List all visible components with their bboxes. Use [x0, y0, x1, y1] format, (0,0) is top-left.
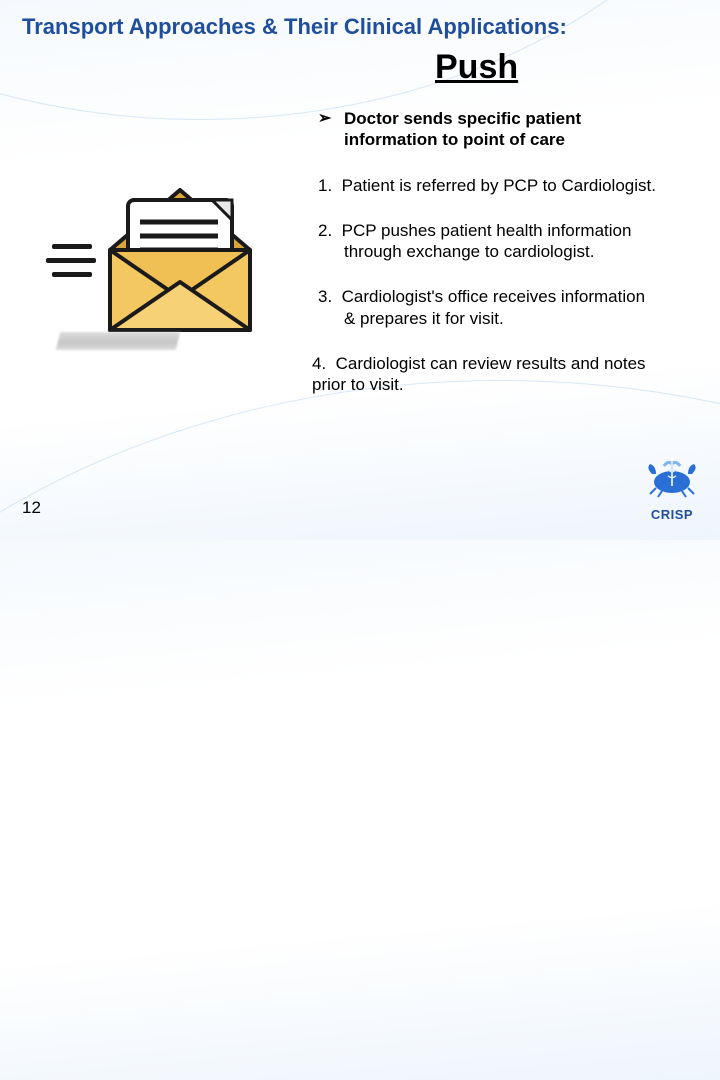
- lead-bullet: ➢ Doctor sends specific patient informat…: [318, 108, 660, 151]
- content-block: ➢ Doctor sends specific patient informat…: [318, 108, 660, 419]
- step-2: 2. PCP pushes patient health information…: [318, 220, 660, 263]
- shadow: [56, 332, 180, 350]
- step-1-text: Patient is referred by PCP to Cardiologi…: [342, 176, 656, 195]
- speed-lines-icon: [52, 244, 96, 286]
- step-1: 1. Patient is referred by PCP to Cardiol…: [318, 175, 660, 196]
- chevron-icon: ➢: [318, 109, 331, 129]
- step-4-text: Cardiologist can review results and note…: [312, 354, 646, 394]
- step-3-text: Cardiologist's office receives informati…: [342, 287, 645, 327]
- lead-text: Doctor sends specific patient informatio…: [344, 109, 581, 149]
- slide-title: Transport Approaches & Their Clinical Ap…: [22, 14, 698, 40]
- crisp-logo: CRISP: [640, 456, 704, 522]
- slide-subtitle: Push: [435, 48, 518, 87]
- step-2-text: PCP pushes patient health information th…: [342, 221, 632, 261]
- slide: Transport Approaches & Their Clinical Ap…: [0, 0, 720, 540]
- logo-text: CRISP: [640, 507, 704, 522]
- mail-envelope-icon: [70, 180, 270, 350]
- step-4: 4. Cardiologist can review results and n…: [312, 353, 660, 396]
- page-number: 12: [22, 498, 41, 518]
- step-3: 3. Cardiologist's office receives inform…: [318, 286, 660, 329]
- crisp-crab-caduceus-icon: [644, 456, 700, 498]
